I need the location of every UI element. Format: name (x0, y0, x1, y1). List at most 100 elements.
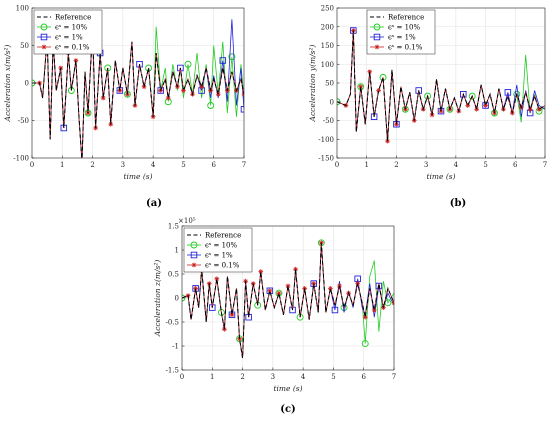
x-tick-label: 6 (211, 161, 216, 169)
legend: Reference ϵˢ = 10% ϵˢ = 1% ϵˢ = 0.1% (33, 9, 103, 55)
series-point-3 (73, 58, 79, 63)
series-point-3 (215, 91, 221, 97)
x-tick-label: 2 (240, 373, 244, 381)
legend-label-2: ϵˢ = 1% (55, 34, 83, 42)
series-point-3 (376, 88, 381, 93)
legend-label-0: Reference (55, 14, 91, 22)
series-point-2 (482, 102, 489, 109)
y-tick-label: 200 (321, 23, 334, 31)
series-point-1 (468, 92, 476, 100)
series-point-1 (401, 105, 409, 113)
x-tick-label: 6 (361, 373, 366, 381)
series-point-3 (276, 290, 282, 296)
series-point-3 (165, 95, 171, 101)
series-point-3 (100, 95, 106, 101)
x-axis-label: time (s) (123, 172, 152, 181)
x-tick-label: 7 (242, 161, 246, 169)
series-point-1 (491, 109, 498, 117)
x-tick-label: 1 (364, 161, 368, 169)
x-tick-label: 0 (30, 161, 34, 169)
x-tick-label: 5 (331, 373, 335, 381)
series-point-1 (228, 53, 236, 61)
series-point-3 (358, 84, 364, 90)
x-tick-label: 1 (210, 373, 214, 381)
x-tick-label: 3 (121, 161, 125, 169)
y-tick-label: -150 (318, 155, 334, 163)
legend-label-1: ϵˢ = 10% (55, 24, 88, 32)
series-point-3 (328, 286, 333, 291)
series-line-0 (32, 30, 244, 158)
legend-label-1: ϵˢ = 10% (205, 242, 238, 250)
legend-marker-3 (374, 44, 380, 50)
x-tick-label: 7 (392, 373, 396, 381)
y-tick-label: -0.5 (166, 319, 180, 327)
series-group (182, 239, 394, 359)
series-point-3 (80, 159, 85, 164)
series-point-1 (182, 294, 186, 302)
legend-marker-2 (190, 251, 198, 259)
legend-label-2: ϵˢ = 1% (388, 34, 416, 42)
series-point-3 (362, 314, 368, 320)
legend-marker-2 (373, 33, 381, 41)
series-point-2 (460, 90, 467, 98)
y-tick-label: 250 (321, 5, 334, 13)
y-tick-label: 100 (16, 5, 29, 13)
series-point-3 (199, 84, 204, 90)
series-point-1 (275, 289, 283, 297)
y-tick-label: -1.5 (166, 367, 180, 375)
series-point-3 (385, 138, 390, 144)
legend-label-0: Reference (205, 232, 241, 240)
legend-marker-1 (190, 241, 198, 249)
x-tick-label: 4 (454, 161, 459, 169)
legend-marker-3 (191, 262, 197, 268)
series-point-3 (367, 69, 373, 75)
chart-c: 0 1 2 3 4 5 6 7 -1.5 -1 -0.5 0 0.5 1 1.5×10⁵ time (s) Ac… (153, 217, 396, 415)
series-point-3 (474, 106, 480, 112)
y-tick-label: 150 (321, 42, 334, 50)
series-point-2 (219, 57, 227, 64)
x-tick-label: 6 (513, 161, 518, 169)
series-point-1 (207, 102, 215, 109)
legend-label-3: ϵˢ = 0.1% (388, 44, 423, 52)
chart-b: 0 1 2 3 4 5 6 7 -150 -100 -50 0 50 100 150 200 250 time (… (308, 5, 547, 210)
y-axis-label: Acceleration z(m/s²) (153, 260, 162, 338)
y-tick-label: -100 (13, 155, 29, 163)
legend-label-3: ϵˢ = 0.1% (55, 44, 90, 52)
x-tick-label: 3 (271, 373, 275, 381)
series-point-3 (293, 266, 298, 272)
legend-label-0: Reference (388, 14, 424, 22)
panel-caption: (b) (450, 198, 466, 209)
x-tick-label: 5 (181, 161, 185, 169)
y-tick-label: 0.5 (168, 271, 179, 279)
x-axis-label: time (s) (426, 172, 455, 181)
legend-label-3: ϵˢ = 0.1% (205, 262, 240, 270)
y-axis-label: Acceleration y(m/s²) (308, 44, 317, 122)
series-point-2 (79, 159, 85, 165)
chart-a: 0 1 2 3 4 5 6 7 -100 -50 0 50 100 time (s) Acceleratio… (3, 5, 246, 210)
y-axis-label: Acceleration x(m/s²) (3, 44, 12, 122)
series-point-3 (258, 269, 264, 274)
series-point-1 (184, 60, 192, 68)
y-tick-label: 50 (20, 42, 29, 50)
series-point-3 (181, 88, 186, 93)
series-point-3 (141, 84, 147, 90)
legend-marker-1 (40, 23, 48, 31)
series-point-3 (229, 312, 235, 318)
y-tick-label: 0 (25, 80, 29, 88)
x-tick-label: 0 (180, 373, 184, 381)
x-tick-label: 2 (394, 161, 398, 169)
y-tick-label: 100 (321, 61, 334, 69)
x-tick-label: 1 (60, 161, 64, 169)
series-point-1 (446, 105, 454, 113)
y-tick-label: -100 (318, 136, 334, 144)
series-point-3 (483, 103, 488, 108)
legend-marker-2 (40, 33, 48, 41)
series-point-1 (361, 340, 369, 348)
y-tick-label: -50 (323, 117, 334, 125)
series-point-1 (424, 92, 432, 100)
y-tick-label: 1.5 (168, 223, 179, 231)
y-tick-label: 0 (330, 98, 334, 106)
y-tick-label: 50 (325, 80, 334, 88)
series-point-3 (267, 288, 273, 294)
